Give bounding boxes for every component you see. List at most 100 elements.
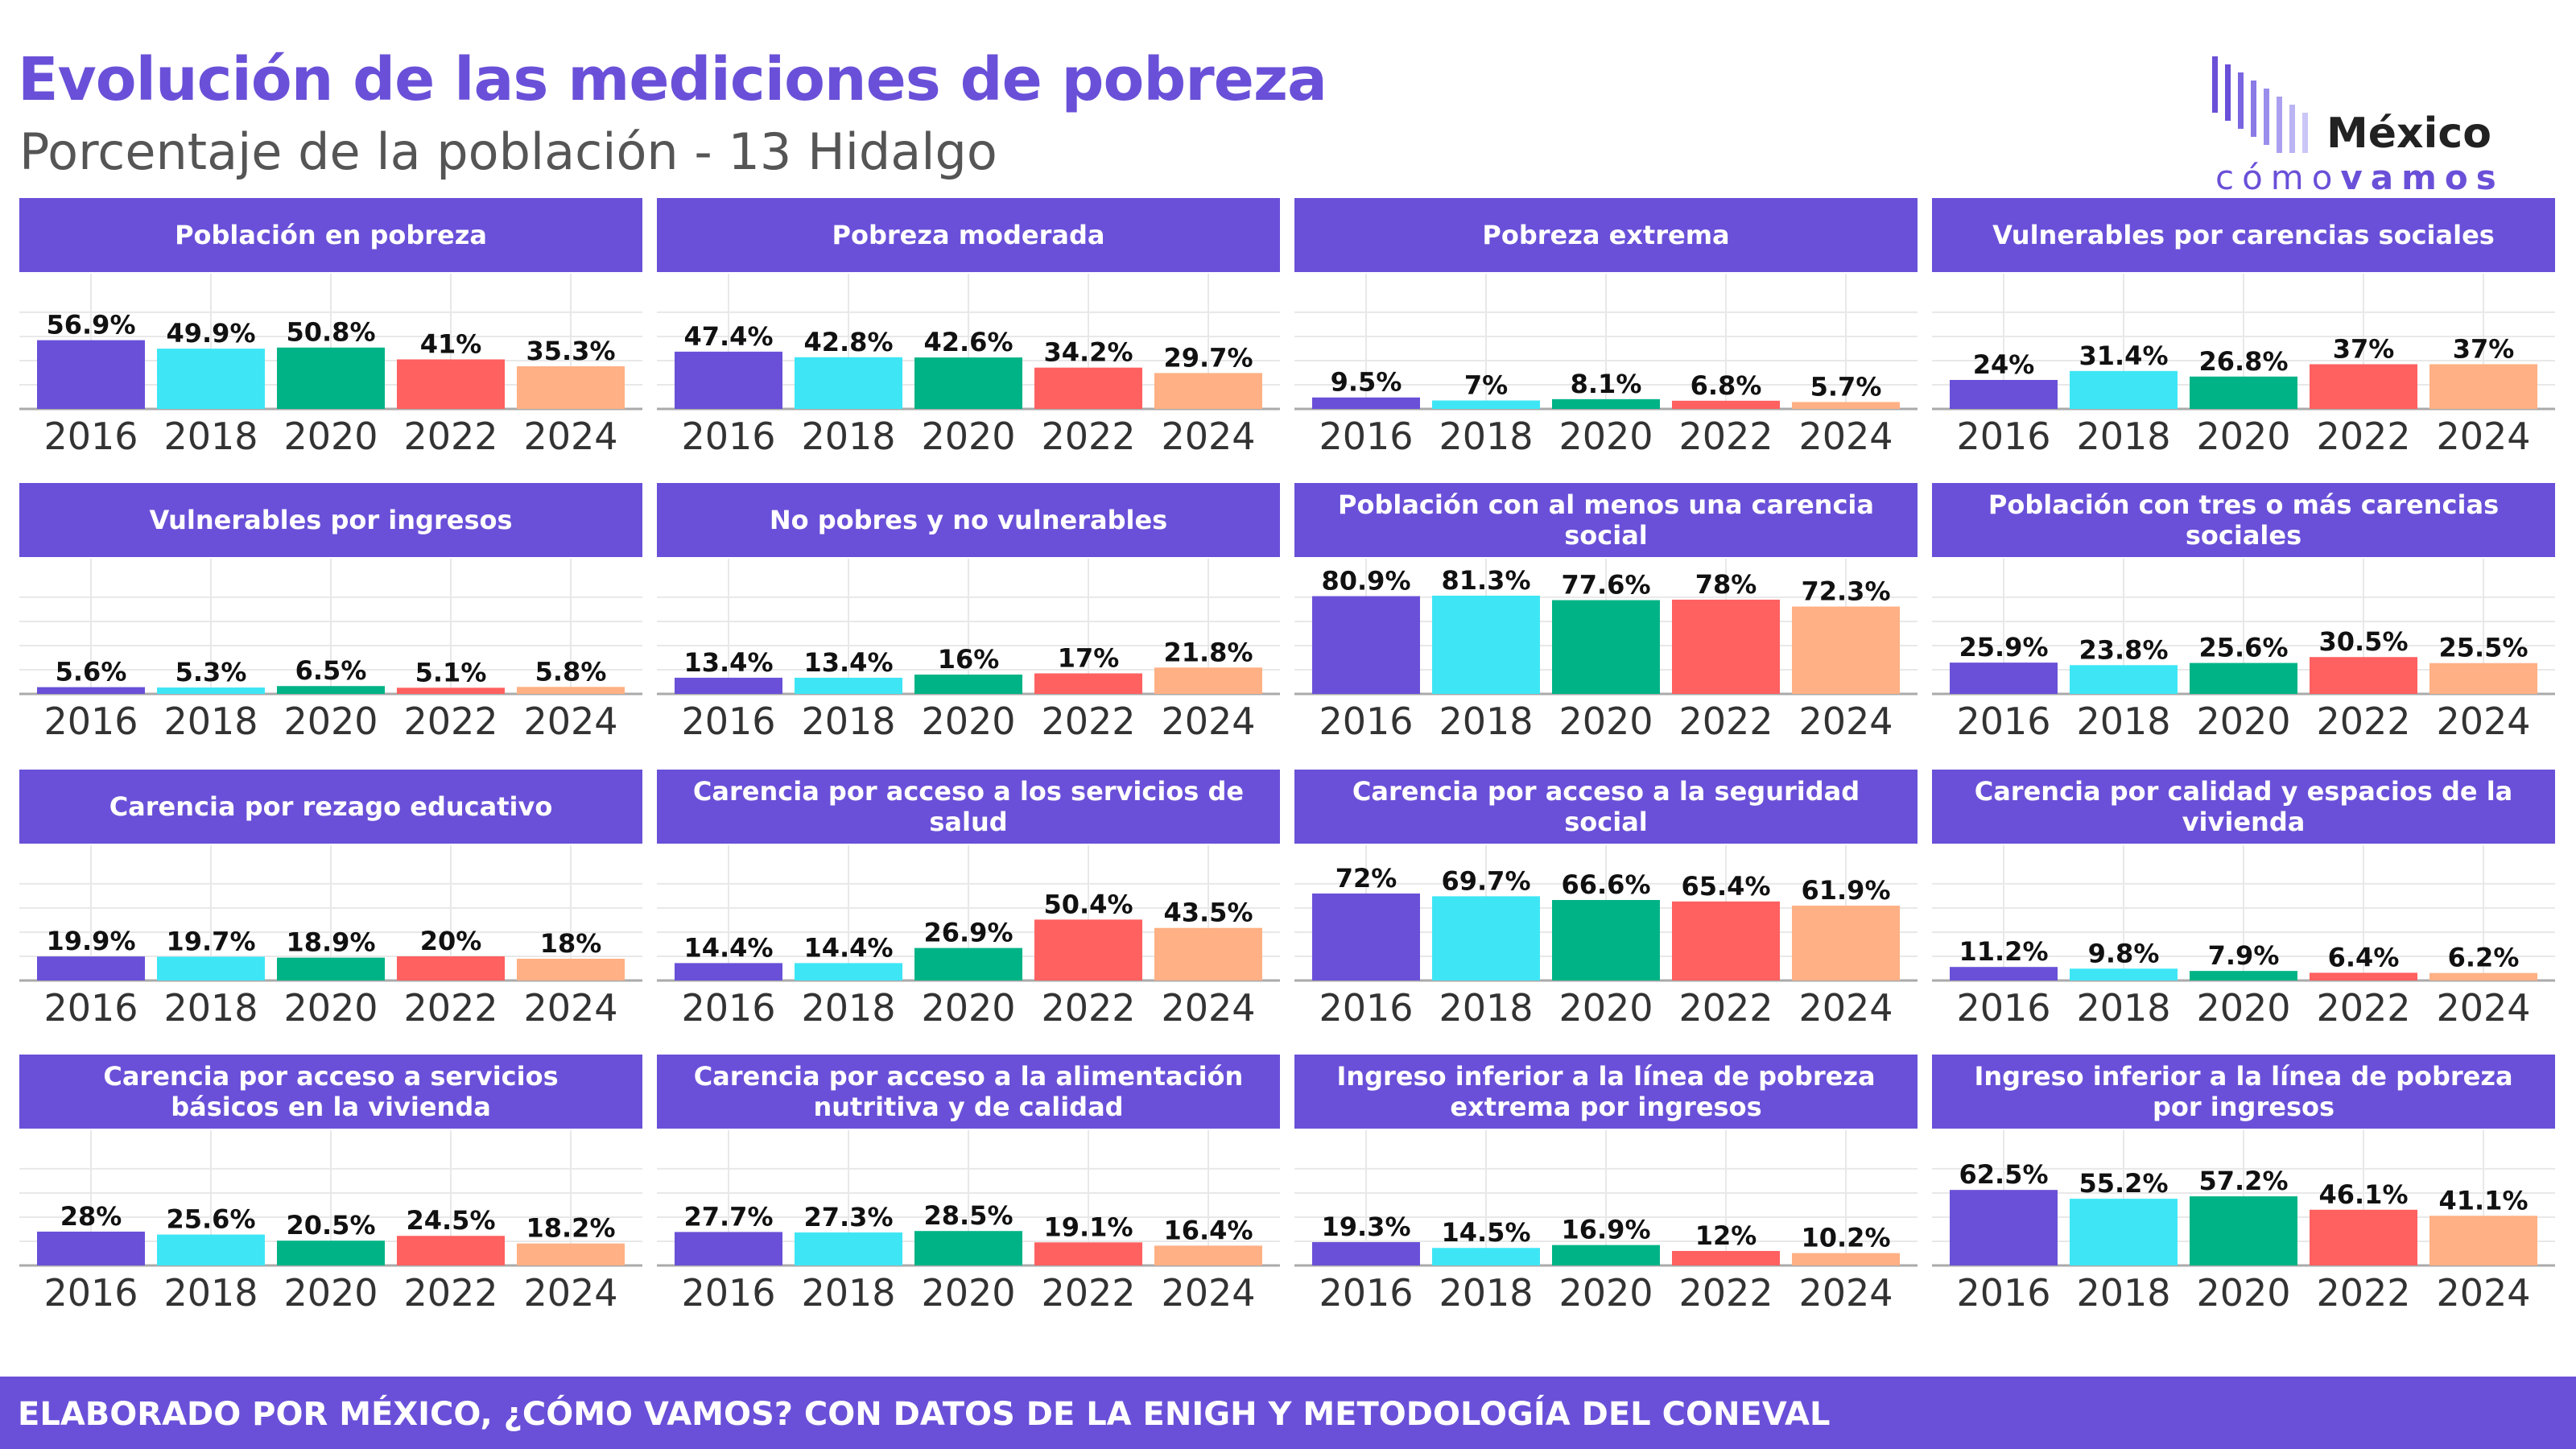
bar: [397, 956, 505, 980]
bar: [914, 674, 1022, 694]
x-tick-label: 2024: [2436, 700, 2530, 743]
data-label: 11.2%: [1959, 936, 2048, 967]
bar: [2070, 1199, 2178, 1265]
x-tick-label: 2016: [1956, 700, 2050, 743]
x-tick-label: 2016: [43, 986, 138, 1030]
chart-title: Carencia por acceso a la seguridad socia…: [1294, 770, 1918, 844]
x-tick-label: 2018: [2076, 700, 2170, 743]
x-tick-label: 2018: [2076, 415, 2170, 458]
bar-chart: 5.6% 2016 5.3% 2018 6.5% 2020 5.1% 2022 5.8% 2024: [19, 559, 642, 743]
data-label: 12%: [1695, 1220, 1757, 1251]
page-subtitle: Porcentaje de la población - 13 Hidalgo: [19, 122, 997, 181]
x-tick-label: 2018: [1439, 415, 1533, 458]
x-tick-label: 2022: [403, 986, 497, 1030]
data-label: 25.5%: [2438, 633, 2528, 663]
bar-chart: 72% 2016 69.7% 2018 66.6% 2020 65.4% 2022 61.9% 2…: [1294, 845, 1918, 1030]
data-label: 27.3%: [803, 1202, 893, 1232]
x-tick-label: 2022: [1678, 986, 1773, 1030]
chart-title: Vulnerables por ingresos: [19, 483, 642, 557]
bar: [914, 947, 1022, 980]
x-tick-label: 2020: [2196, 1271, 2290, 1315]
bar: [1312, 397, 1420, 409]
bar-chart: 19.9% 2016 19.7% 2018 18.9% 2020 20% 2022 18% 202…: [19, 845, 642, 1030]
bar: [1552, 398, 1660, 409]
data-label: 16.9%: [1561, 1215, 1650, 1245]
x-tick-label: 2016: [1956, 986, 2050, 1030]
data-label: 41.1%: [2438, 1185, 2528, 1216]
data-label: 23.8%: [2079, 634, 2168, 665]
bar: [1950, 1190, 2058, 1265]
bar: [675, 351, 782, 409]
data-label: 31.4%: [2079, 341, 2168, 371]
data-label: 6.2%: [2448, 943, 2520, 973]
data-label: 30.5%: [2318, 626, 2408, 657]
data-label: 62.5%: [1959, 1159, 2048, 1190]
bar: [2190, 971, 2297, 980]
bar: [1312, 1242, 1420, 1265]
bar-chart: 27.7% 2016 27.3% 2018 28.5% 2020 19.1% 2022 16.4…: [657, 1130, 1280, 1315]
data-label: 19.3%: [1321, 1212, 1410, 1242]
x-tick-label: 2022: [1678, 700, 1773, 743]
data-label: 7.9%: [2208, 940, 2280, 971]
x-tick-label: 2024: [1798, 700, 1893, 743]
bar: [397, 1236, 505, 1265]
data-label: 43.5%: [1163, 898, 1253, 928]
bar: [397, 359, 505, 409]
data-label: 18%: [540, 928, 602, 959]
x-tick-label: 2018: [163, 700, 258, 743]
x-tick-label: 2022: [1678, 1271, 1773, 1315]
x-tick-label: 2020: [921, 986, 1015, 1030]
data-label: 24.5%: [406, 1205, 495, 1236]
bar: [1950, 663, 2058, 694]
x-tick-label: 2020: [1558, 1271, 1653, 1315]
chart-panel: Población en pobreza 56.9% 2016 49.9% 2018 50…: [19, 198, 642, 472]
chart-title: Población con tres o más carencias socia…: [1932, 483, 2555, 557]
x-tick-label: 2022: [2316, 1271, 2410, 1315]
chart-panel: Carencia por acceso a servicios básicos …: [19, 1055, 642, 1328]
data-label: 19.9%: [46, 926, 135, 956]
chart-panel: Vulnerables por carencias sociales 24% 201…: [1932, 198, 2555, 472]
bar-chart: 9.5% 2016 7% 2018 8.1% 2020 6.8% 2022 5.7% 2024: [1294, 274, 1918, 458]
data-label: 5.1%: [415, 657, 487, 687]
x-tick-label: 2022: [2316, 415, 2410, 458]
bar: [2310, 972, 2417, 980]
chart-panel: Carencia por acceso a la alimentación nu…: [657, 1055, 1280, 1328]
bar: [517, 1243, 625, 1265]
bar: [2070, 370, 2178, 409]
data-label: 37%: [2333, 333, 2395, 364]
data-label: 6.8%: [1690, 370, 1762, 401]
data-label: 81.3%: [1441, 565, 1530, 596]
x-tick-label: 2022: [2316, 986, 2410, 1030]
bar: [157, 687, 265, 694]
chart-panel: Carencia por rezago educativo 19.9% 2016 19…: [19, 770, 642, 1043]
data-label: 50.8%: [286, 317, 375, 348]
data-label: 6.5%: [295, 655, 367, 686]
bar: [1432, 896, 1540, 980]
data-label: 50.4%: [1043, 889, 1133, 919]
data-label: 80.9%: [1321, 566, 1410, 597]
x-tick-label: 2020: [2196, 986, 2290, 1030]
bar: [517, 687, 625, 694]
chart-title: Pobreza extrema: [1294, 198, 1918, 272]
x-tick-label: 2018: [2076, 1271, 2170, 1315]
data-label: 13.4%: [803, 647, 893, 678]
chart-title: Carencia por acceso a la alimentación nu…: [657, 1055, 1280, 1129]
bar: [1154, 373, 1262, 409]
data-label: 20.5%: [286, 1210, 375, 1241]
x-tick-label: 2022: [1041, 415, 1135, 458]
chart-panel: Ingreso inferior a la línea de pobreza p…: [1932, 1055, 2555, 1328]
x-tick-label: 2024: [1161, 700, 1255, 743]
bar: [914, 357, 1022, 409]
bar: [1672, 901, 1780, 980]
bar-chart: 80.9% 2016 81.3% 2018 77.6% 2020 78% 2022 72.3% 2…: [1294, 559, 1918, 743]
chart-title: Carencia por rezago educativo: [19, 770, 642, 844]
data-label: 26.9%: [923, 918, 1013, 948]
x-tick-label: 2024: [523, 415, 617, 458]
bar: [795, 1232, 902, 1265]
chart-panel: Carencia por acceso a los servicios de s…: [657, 770, 1280, 1043]
logo-tagline: cómovamos: [2215, 158, 2504, 197]
x-tick-label: 2016: [43, 700, 138, 743]
x-tick-label: 2020: [1558, 986, 1653, 1030]
chart-panel: Carencia por acceso a la seguridad socia…: [1294, 770, 1918, 1043]
bar: [795, 357, 902, 409]
